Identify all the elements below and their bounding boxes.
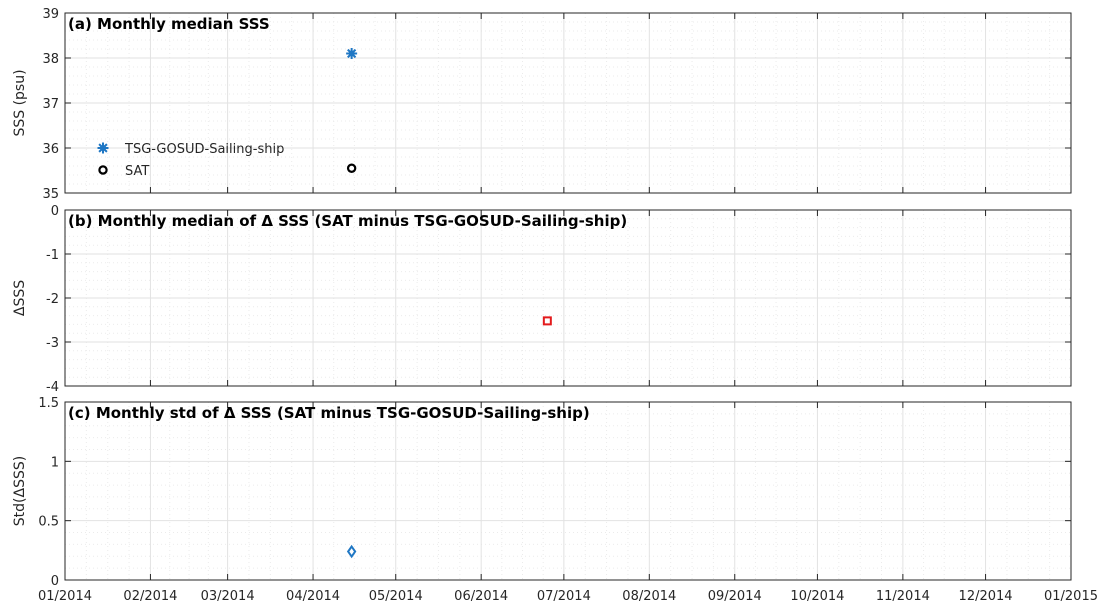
y-tick-label: 37 (42, 97, 59, 112)
x-tick-label: 12/2014 (959, 589, 1013, 604)
data-point-square (542, 316, 552, 326)
axes-box (64, 401, 1072, 581)
y-tick-label: -2 (46, 292, 59, 307)
data-point-star (346, 48, 358, 59)
y-tick-label: 1.5 (38, 396, 59, 411)
y-axis-label: ΔSSS (12, 280, 28, 316)
legend-label: SAT (125, 164, 149, 179)
x-tick-label: 03/2014 (201, 589, 255, 604)
y-tick-label: -1 (46, 248, 59, 263)
y-tick-label: 1 (51, 455, 59, 470)
legend-marker-star (97, 142, 109, 154)
panel-title: (a) Monthly median SSS (68, 15, 270, 33)
panel-c: 0 0.5 1 1.5 Std(ΔSSS) (c) Monthly std of Δ SS… (12, 396, 1072, 589)
legend-marker-circle (98, 165, 108, 175)
x-tick-label: 02/2014 (123, 589, 177, 604)
y-tick-label: 39 (42, 7, 59, 22)
x-tick-label: 01/2015 (1044, 589, 1098, 604)
x-tick-label: 05/2014 (369, 589, 423, 604)
y-tick-label: 36 (42, 142, 59, 157)
x-tick-label: 04/2014 (286, 589, 340, 604)
y-tick-label: 0.5 (38, 515, 59, 530)
panel-a: 35 36 37 38 39 SSS (psu) (a) Monthly median SS… (12, 7, 1072, 202)
y-tick-label: 0 (51, 574, 59, 589)
legend-label: TSG-GOSUD-Sailing-ship (124, 142, 284, 157)
x-tick-label: 01/2014 (38, 589, 92, 604)
y-axis-label: Std(ΔSSS) (12, 456, 28, 526)
x-tick-label: 08/2014 (622, 589, 676, 604)
legend: TSG-GOSUD-Sailing-ship SAT (97, 142, 284, 179)
data-point-diamond (346, 544, 357, 559)
x-tick-label: 06/2014 (454, 589, 508, 604)
y-tick-label: 35 (42, 187, 59, 202)
x-tick-label: 11/2014 (876, 589, 930, 604)
y-tick-label: 0 (51, 204, 59, 219)
data-point-circle (346, 163, 357, 173)
y-axis-label: SSS (psu) (12, 69, 28, 136)
y-tick-label: -4 (46, 380, 59, 395)
x-tick-label: 10/2014 (790, 589, 844, 604)
x-tick-label: 09/2014 (708, 589, 762, 604)
plot-area (65, 402, 1071, 580)
panel-title: (b) Monthly median of Δ SSS (SAT minus T… (68, 212, 627, 230)
y-tick-label: 38 (42, 52, 59, 67)
panel-title: (c) Monthly std of Δ SSS (SAT minus TSG-… (68, 404, 590, 422)
x-tick-label: 07/2014 (537, 589, 591, 604)
y-tick-label: -3 (46, 336, 59, 351)
panel-b: -4 -3 -2 -1 0 ΔSSS (b) Monthly median of Δ SSS… (12, 204, 1072, 395)
